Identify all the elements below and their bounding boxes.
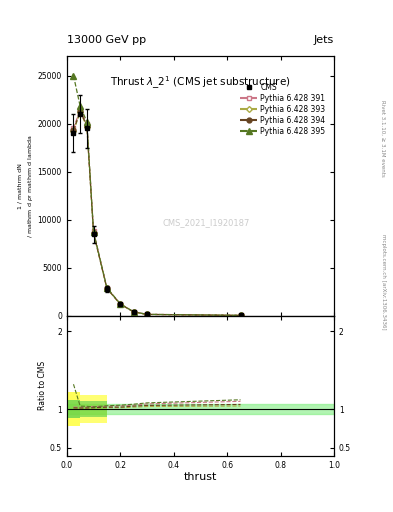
Bar: [67, 400, 80, 418]
Pythia 6.428 391: [84, 120, 89, 126]
Pythia 6.428 395: [71, 73, 76, 79]
Pythia 6.428 394: [78, 108, 83, 114]
Text: mcplots.cern.ch [arXiv:1306.3436]: mcplots.cern.ch [arXiv:1306.3436]: [381, 234, 386, 329]
Pythia 6.428 393: [118, 301, 123, 307]
Pythia 6.428 391: [145, 311, 149, 317]
Pythia 6.428 394: [131, 309, 136, 315]
Pythia 6.428 395: [118, 301, 123, 307]
Pythia 6.428 395: [238, 312, 243, 318]
Line: Pythia 6.428 394: Pythia 6.428 394: [71, 109, 243, 318]
X-axis label: thrust: thrust: [184, 472, 217, 482]
Bar: [80, 395, 107, 423]
Pythia 6.428 391: [118, 301, 123, 307]
Pythia 6.428 395: [78, 103, 83, 110]
Pythia 6.428 394: [105, 285, 109, 291]
Bar: [80, 401, 107, 417]
Text: Jets: Jets: [314, 35, 334, 45]
Line: Pythia 6.428 395: Pythia 6.428 395: [71, 73, 243, 318]
Pythia 6.428 395: [105, 285, 109, 291]
Text: CMS_2021_I1920187: CMS_2021_I1920187: [162, 218, 250, 227]
Pythia 6.428 391: [238, 312, 243, 318]
Pythia 6.428 394: [84, 122, 89, 129]
Pythia 6.428 394: [145, 311, 149, 317]
Pythia 6.428 391: [71, 125, 76, 132]
Pythia 6.428 394: [238, 312, 243, 318]
Pythia 6.428 394: [71, 127, 76, 134]
Text: Rivet 3.1.10, ≥ 3.1M events: Rivet 3.1.10, ≥ 3.1M events: [381, 100, 386, 177]
Pythia 6.428 393: [84, 123, 89, 130]
Pythia 6.428 393: [91, 230, 96, 237]
Y-axis label: Ratio to CMS: Ratio to CMS: [38, 361, 47, 410]
Legend: CMS, Pythia 6.428 391, Pythia 6.428 393, Pythia 6.428 394, Pythia 6.428 395: CMS, Pythia 6.428 391, Pythia 6.428 393,…: [238, 81, 327, 138]
Pythia 6.428 393: [131, 309, 136, 315]
Pythia 6.428 391: [105, 285, 109, 291]
Pythia 6.428 395: [145, 311, 149, 317]
Y-axis label: 1 / mathrm dN
/ mathrm d $p_T$ mathrm d lambda: 1 / mathrm dN / mathrm d $p_T$ mathrm d …: [18, 134, 35, 238]
Pythia 6.428 391: [131, 309, 136, 315]
Pythia 6.428 393: [105, 285, 109, 291]
Pythia 6.428 394: [91, 230, 96, 236]
Pythia 6.428 395: [84, 119, 89, 125]
Bar: [67, 392, 80, 426]
Pythia 6.428 393: [71, 128, 76, 134]
Line: Pythia 6.428 393: Pythia 6.428 393: [72, 110, 242, 317]
Pythia 6.428 393: [145, 311, 149, 317]
Line: Pythia 6.428 391: Pythia 6.428 391: [72, 107, 242, 317]
Pythia 6.428 395: [131, 309, 136, 315]
Pythia 6.428 395: [91, 229, 96, 235]
Pythia 6.428 394: [118, 301, 123, 307]
Text: 13000 GeV pp: 13000 GeV pp: [67, 35, 146, 45]
Pythia 6.428 393: [78, 109, 83, 115]
Pythia 6.428 391: [91, 228, 96, 234]
Pythia 6.428 393: [238, 312, 243, 318]
Pythia 6.428 391: [78, 106, 83, 112]
Text: Thrust $\lambda\_2^1$ (CMS jet substructure): Thrust $\lambda\_2^1$ (CMS jet substruct…: [110, 74, 291, 91]
